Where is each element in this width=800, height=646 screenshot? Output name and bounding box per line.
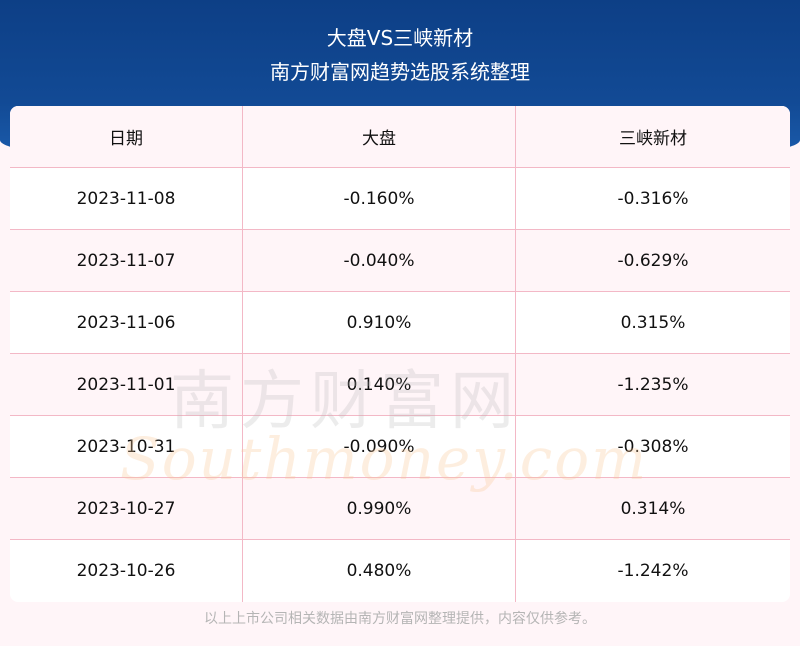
table-row: 2023-11-08 -0.160% -0.316% xyxy=(10,168,790,230)
table-row: 2023-11-07 -0.040% -0.629% xyxy=(10,230,790,292)
stock-cell: -0.629% xyxy=(617,250,689,271)
market-cell: 0.990% xyxy=(243,478,516,539)
date-cell: 2023-11-08 xyxy=(10,168,243,229)
table-row: 2023-10-26 0.480% -1.242% xyxy=(10,540,790,602)
date-cell: 2023-10-26 xyxy=(10,540,243,602)
date-cell: 2023-10-27 xyxy=(10,478,243,539)
market-cell: 0.140% xyxy=(243,354,516,415)
stock-cell: -1.235% xyxy=(617,374,689,395)
market-cell: 0.910% xyxy=(243,292,516,353)
table-header: 日期 大盘 三峡新材 xyxy=(10,106,790,168)
table-row: 2023-11-01 0.140% -1.235% xyxy=(10,354,790,416)
page-title: 大盘VS三峡新材 xyxy=(326,26,474,50)
footer-disclaimer: 以上上市公司相关数据由南方财富网整理提供，内容仅供参考。 xyxy=(204,611,596,627)
stock-cell: -0.316% xyxy=(617,188,689,209)
column-header-stock: 三峡新材 xyxy=(619,129,687,149)
page-subtitle: 南方财富网趋势选股系统整理 xyxy=(270,60,530,84)
table-row: 2023-10-31 -0.090% -0.308% xyxy=(10,416,790,478)
market-cell: 0.480% xyxy=(243,540,516,602)
column-header-market: 大盘 xyxy=(243,106,516,167)
stock-cell: -1.242% xyxy=(617,561,689,581)
market-cell: -0.040% xyxy=(243,230,516,291)
stock-cell: -0.308% xyxy=(617,436,689,457)
date-cell: 2023-11-06 xyxy=(10,292,243,353)
market-cell: -0.090% xyxy=(243,416,516,477)
stock-cell: 0.315% xyxy=(620,312,686,333)
date-cell: 2023-10-31 xyxy=(10,416,243,477)
date-cell: 2023-11-07 xyxy=(10,230,243,291)
column-header-date: 日期 xyxy=(10,106,243,167)
table-row: 2023-10-27 0.990% 0.314% xyxy=(10,478,790,540)
comparison-table: 日期 大盘 三峡新材 2023-11-08 -0.160% -0.316% 2023-… xyxy=(10,106,790,602)
table-row: 2023-11-06 0.910% 0.315% xyxy=(10,292,790,354)
stock-cell: 0.314% xyxy=(620,498,686,519)
date-cell: 2023-11-01 xyxy=(10,354,243,415)
market-cell: -0.160% xyxy=(243,168,516,229)
